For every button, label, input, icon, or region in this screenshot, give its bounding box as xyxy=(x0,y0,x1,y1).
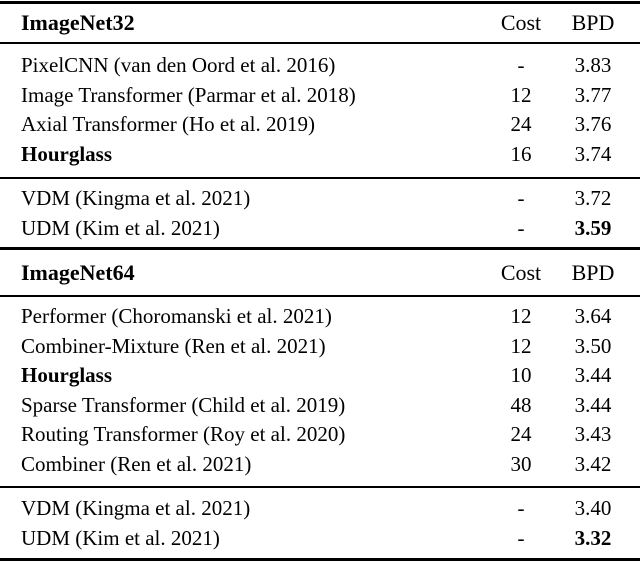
table1-bpd-column-header: BPD xyxy=(571,10,615,35)
table2-main-group: Performer (Choromanski et al. 2021) 12 3… xyxy=(0,297,640,486)
table1-header-rule xyxy=(0,42,640,44)
cost-value: 16 xyxy=(510,141,532,166)
cost-value: 48 xyxy=(510,392,532,417)
cost-value: 12 xyxy=(510,304,532,328)
model-name: Hourglass xyxy=(21,363,113,387)
cost-value: 10 xyxy=(510,363,532,387)
table2-bpd-column-header: BPD xyxy=(571,259,615,285)
model-name: Combiner-Mixture (Ren et al. 2021) xyxy=(21,333,326,358)
bpd-value: 3.44 xyxy=(574,363,612,387)
bpd-value: 3.74 xyxy=(574,141,612,166)
model-name: Performer (Choromanski et al. 2021) xyxy=(21,304,332,328)
model-name: Routing Transformer (Roy et al. 2020) xyxy=(21,422,346,446)
cost-value: - xyxy=(517,525,525,550)
table-row: PixelCNN (van den Oord et al. 2016) - 3.… xyxy=(0,51,640,81)
table2-diffusion-group: VDM (Kingma et al. 2021) - 3.40 UDM (Kim… xyxy=(0,488,640,558)
table-row: Routing Transformer (Roy et al. 2020) 24… xyxy=(0,420,640,450)
model-name: Hourglass xyxy=(21,141,113,166)
bpd-value: 3.72 xyxy=(574,186,612,210)
model-name: Axial Transformer (Ho et al. 2019) xyxy=(21,112,315,136)
table1-main-group: PixelCNN (van den Oord et al. 2016) - 3.… xyxy=(0,44,640,177)
cost-value: - xyxy=(517,496,525,520)
bpd-value: 3.32 xyxy=(574,525,612,550)
bpd-value: 3.64 xyxy=(574,304,612,328)
table2-title: ImageNet64 xyxy=(21,259,135,285)
cost-value: - xyxy=(517,186,525,210)
table-row: UDM (Kim et al. 2021) - 3.59 xyxy=(0,214,640,244)
bpd-value: 3.44 xyxy=(574,392,612,417)
bpd-value: 3.76 xyxy=(574,112,612,136)
cost-value: 24 xyxy=(510,422,532,446)
model-name: VDM (Kingma et al. 2021) xyxy=(21,496,251,520)
table1-cost-column-header: Cost xyxy=(500,10,542,35)
model-name: Combiner (Ren et al. 2021) xyxy=(21,451,252,476)
table-row: Hourglass 10 3.44 xyxy=(0,361,640,391)
cost-value: 12 xyxy=(510,82,532,107)
table2-cost-column-header: Cost xyxy=(500,259,542,285)
bpd-value: 3.50 xyxy=(574,333,612,358)
bpd-value: 3.40 xyxy=(574,496,612,520)
bpd-value: 3.43 xyxy=(574,422,612,446)
table2-header-rule xyxy=(0,295,640,297)
cost-value: 24 xyxy=(510,112,532,136)
cost-value: 30 xyxy=(510,451,532,476)
table-separator-rule xyxy=(0,247,640,250)
cost-value: - xyxy=(517,53,525,77)
bpd-value: 3.59 xyxy=(574,215,612,240)
table1-diffusion-group: VDM (Kingma et al. 2021) - 3.72 UDM (Kim… xyxy=(0,179,640,247)
cost-value: 12 xyxy=(510,333,532,358)
table1-header-row: ImageNet32 Cost BPD xyxy=(0,4,640,42)
table-row: Combiner (Ren et al. 2021) 30 3.42 xyxy=(0,450,640,480)
table-row: VDM (Kingma et al. 2021) - 3.40 xyxy=(0,494,640,524)
bpd-value: 3.42 xyxy=(574,451,612,476)
model-name: UDM (Kim et al. 2021) xyxy=(21,525,220,550)
table2-mid-rule xyxy=(0,486,640,488)
table-row: Axial Transformer (Ho et al. 2019) 24 3.… xyxy=(0,110,640,140)
table1-mid-rule xyxy=(0,177,640,179)
model-name: UDM (Kim et al. 2021) xyxy=(21,215,220,240)
table-row: VDM (Kingma et al. 2021) - 3.72 xyxy=(0,184,640,214)
table-row: Performer (Choromanski et al. 2021) 12 3… xyxy=(0,302,640,332)
model-name: Sparse Transformer (Child et al. 2019) xyxy=(21,392,346,417)
model-name: Image Transformer (Parmar et al. 2018) xyxy=(21,82,356,107)
table-row: UDM (Kim et al. 2021) - 3.32 xyxy=(0,524,640,554)
bpd-value: 3.83 xyxy=(574,53,612,77)
model-name: VDM (Kingma et al. 2021) xyxy=(21,186,251,210)
table-row: Hourglass 16 3.74 xyxy=(0,140,640,170)
top-rule xyxy=(0,1,640,4)
model-name: PixelCNN (van den Oord et al. 2016) xyxy=(21,53,336,77)
table-row: Sparse Transformer (Child et al. 2019) 4… xyxy=(0,391,640,421)
table-row: Image Transformer (Parmar et al. 2018) 1… xyxy=(0,81,640,111)
table2-header-row: ImageNet64 Cost BPD xyxy=(0,250,640,295)
bpd-value: 3.77 xyxy=(574,82,612,107)
table1-title: ImageNet32 xyxy=(21,10,135,35)
table-row: Combiner-Mixture (Ren et al. 2021) 12 3.… xyxy=(0,332,640,362)
bottom-rule xyxy=(0,558,640,561)
cost-value: - xyxy=(517,215,525,240)
